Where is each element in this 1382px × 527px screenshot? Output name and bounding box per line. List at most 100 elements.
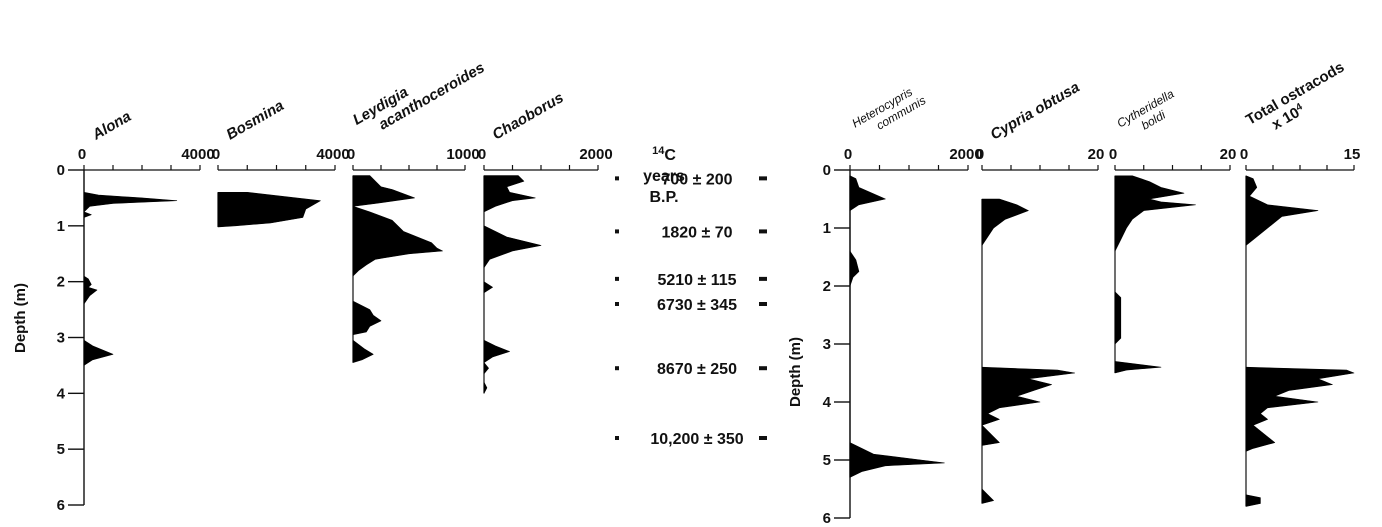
x-tick-label-min: 0: [1240, 146, 1248, 163]
date-label: 1820 ± 70: [661, 224, 732, 241]
date-marker-right: [759, 276, 767, 281]
profile-shape: [981, 488, 994, 504]
date-marker-left: [615, 176, 619, 181]
x-tick-label-min: 0: [347, 146, 355, 163]
date-label: 5210 ± 115: [657, 272, 736, 289]
x-tick-label-min: 0: [1109, 146, 1117, 163]
panel-title: Alona: [89, 108, 134, 144]
c14-heading: 14C: [652, 145, 676, 164]
x-tick-label-max: 4000: [181, 146, 214, 163]
depth-tick-label: 6: [823, 510, 831, 527]
date-marker-right: [759, 176, 767, 181]
profile-shape: [483, 340, 510, 375]
profile-shape: [483, 225, 542, 268]
date-marker-right: [759, 302, 767, 306]
panel-title: Chaoborus: [490, 89, 567, 143]
date-marker-left: [615, 229, 619, 234]
panel-3: 0 2000 Chaoborus: [478, 89, 613, 394]
profile-shape: [352, 206, 443, 277]
profile-shape: [1114, 361, 1162, 374]
panel-5: 0 20 Cypria obtusa: [976, 79, 1105, 504]
profile-shape: [217, 192, 321, 228]
depth-tick-label: 4: [823, 394, 832, 411]
depth-axis-0: 0 1 2 3 4 5 6: [57, 162, 85, 514]
x-tick-label-max: 2000: [949, 146, 982, 163]
depth-tick-label: 5: [57, 441, 65, 458]
x-tick-label-min: 0: [844, 146, 852, 163]
depth-tick-label: 1: [57, 218, 65, 235]
date-label: 8670 ± 250: [657, 361, 737, 378]
depth-tick-label: 0: [57, 162, 65, 179]
right-depth-axis-label: Depth (m): [787, 337, 804, 407]
profile-shape: [352, 340, 374, 363]
depth-tick-label: 2: [823, 278, 831, 295]
date-marker-left: [615, 302, 619, 306]
x-tick-label-max: 2000: [579, 146, 612, 163]
depth-tick-label: 0: [823, 162, 831, 179]
depth-tick-label: 6: [57, 497, 65, 514]
panel-title: Cypria obtusa: [988, 79, 1083, 144]
date-label: 700 ± 200: [661, 171, 732, 188]
profile-shape: [849, 442, 945, 478]
profile-shape: [483, 281, 493, 294]
panel-1: 0 4000 Bosmina: [212, 97, 350, 228]
date-label: 6730 ± 345: [657, 297, 737, 314]
depth-tick-label: 3: [57, 330, 65, 347]
profile-shape: [1114, 291, 1122, 345]
x-tick-label-min: 0: [78, 146, 86, 163]
date-marker-right: [759, 436, 767, 440]
depth-tick-label: 4: [57, 385, 66, 402]
profile-shape: [849, 175, 886, 211]
x-tick-label-max: 15: [1344, 146, 1361, 163]
profile-shape: [1245, 494, 1261, 507]
date-marker-left: [615, 366, 619, 371]
panel-title-line: Bosmina: [224, 97, 287, 143]
x-tick-label-max: 20: [1220, 146, 1237, 163]
x-tick-label-max: 4000: [316, 146, 349, 163]
panel-0: 0 4000 Alona: [78, 108, 215, 366]
depth-tick-label: 5: [823, 452, 831, 469]
c14-heading-bp: B.P.: [649, 189, 678, 206]
date-marker-right: [759, 229, 767, 234]
left-depth-axis-label: Depth (m): [12, 283, 29, 353]
panel-title-superscript: 4: [1294, 101, 1305, 114]
profile-shape: [1114, 175, 1196, 252]
profile-shape: [981, 366, 1076, 446]
date-marker-left: [615, 436, 619, 440]
panel-title-line: Chaoborus: [490, 89, 567, 143]
date-marker-right: [759, 366, 767, 371]
radiocarbon-column: 14C years B.P. 700 ± 200 1820 ± 70 5210 ± …: [615, 145, 767, 448]
x-tick-label-min: 0: [976, 146, 984, 163]
profile-shape: [483, 175, 536, 213]
c14-superscript: 14: [652, 145, 665, 157]
profile-shape: [352, 175, 415, 207]
profile-shape: [352, 300, 382, 335]
x-tick-label-min: 0: [212, 146, 220, 163]
profile-shape: [1245, 175, 1319, 246]
depth-tick-label: 2: [57, 274, 65, 291]
x-tick-label-max: 20: [1088, 146, 1105, 163]
x-tick-label-min: 0: [478, 146, 486, 163]
c14-heading-years: years: [643, 168, 685, 185]
x-tick-label-max: 1000: [446, 146, 479, 163]
profile-shape: [849, 250, 860, 287]
date-label: 10,200 ± 350: [650, 431, 743, 448]
date-marker-left: [615, 276, 619, 281]
panel-title-line: Cypria obtusa: [988, 79, 1083, 144]
profile-shape: [483, 381, 488, 394]
profile-shape: [83, 169, 178, 366]
depth-tick-label: 3: [823, 336, 831, 353]
depth-axis-1: 0 1 2 3 4 5 6: [823, 162, 851, 527]
panel-title-line: Alona: [89, 108, 134, 144]
panel-title: Bosmina: [224, 97, 287, 143]
depth-tick-label: 1: [823, 220, 831, 237]
